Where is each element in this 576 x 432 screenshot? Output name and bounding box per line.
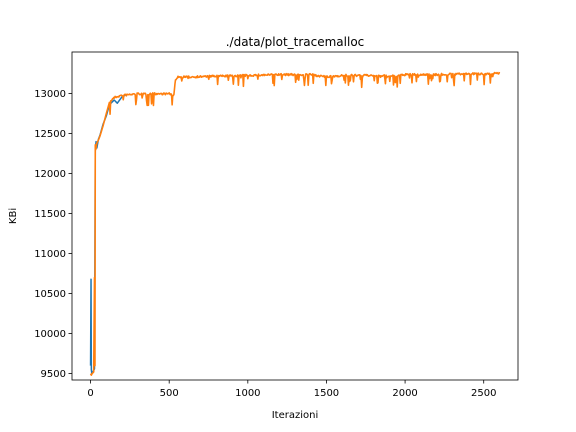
y-axis: 9500 10000 10500 11000 11500 12000 12500 13000 xyxy=(34,89,72,380)
y-axis-title: KBi xyxy=(8,208,19,224)
y-tick-label: 10000 xyxy=(34,329,66,340)
y-tick-label: 13000 xyxy=(34,89,66,100)
x-tick-label: 1500 xyxy=(314,388,339,399)
x-tick-label: 1000 xyxy=(235,388,260,399)
y-tick-label: 11500 xyxy=(34,209,66,220)
series-layer xyxy=(89,71,501,377)
y-tick-label: 11000 xyxy=(34,249,66,260)
x-axis: 0 500 1000 1500 2000 2500 xyxy=(87,380,496,399)
plot-frame xyxy=(71,51,519,381)
y-tick-label: 9500 xyxy=(41,369,66,380)
y-tick-label: 10500 xyxy=(34,289,66,300)
series-line-2 xyxy=(89,71,501,377)
x-axis-title: Iterazioni xyxy=(272,410,319,421)
x-tick-label: 500 xyxy=(160,388,179,399)
x-tick-label: 2500 xyxy=(471,388,496,399)
y-tick-label: 12500 xyxy=(34,129,66,140)
x-tick-label: 0 xyxy=(87,388,93,399)
x-tick-label: 2000 xyxy=(392,388,417,399)
chart-title: ./data/plot_tracemalloc xyxy=(226,35,365,49)
y-tick-label: 12000 xyxy=(34,169,66,180)
